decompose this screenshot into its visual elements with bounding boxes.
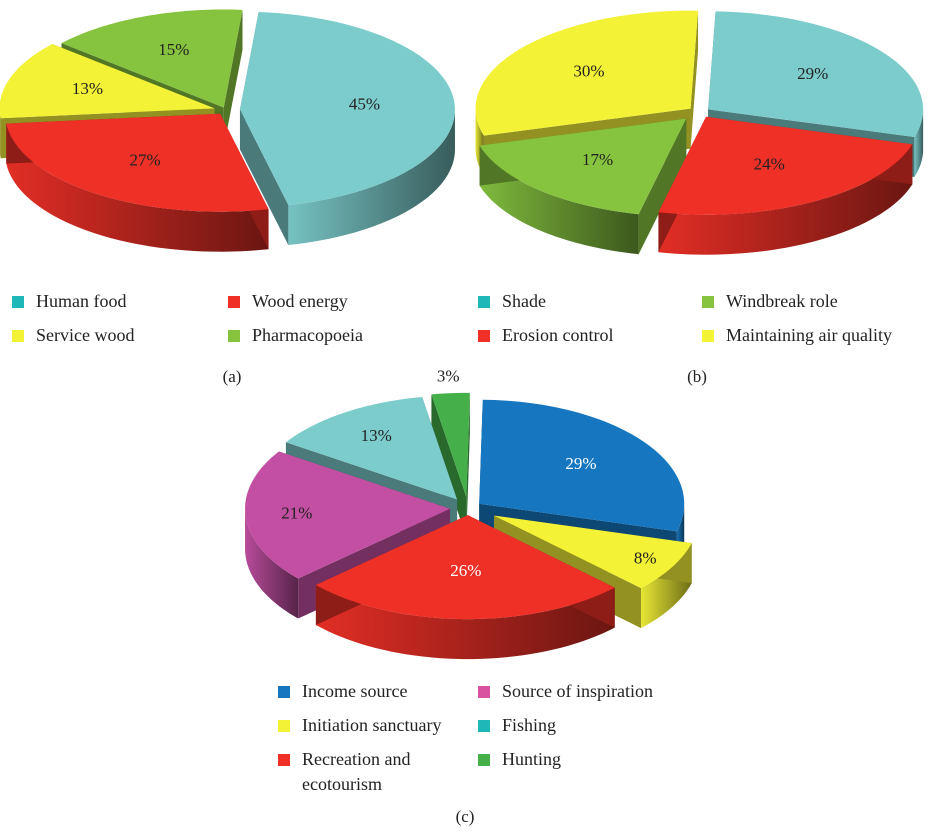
slice-label: 26% [450,561,481,580]
pie-slice-wall [479,145,639,255]
pie-slice-wall [288,109,455,246]
pie-chart-b: 29% 24% 17% 30% [475,10,924,255]
legend-swatch [12,330,24,342]
slice-label: 29% [565,454,596,473]
caption-b: (b) [687,367,707,386]
legend-label: Source of inspiration [502,681,653,701]
legend-label: Hunting [502,749,561,769]
legend-swatch [278,686,290,698]
pie-slice-wall [6,123,269,252]
legend-c: Income source Source of inspiration Initia… [278,681,653,794]
legend-swatch [478,330,490,342]
legend-label: Erosion control [502,325,613,345]
slice-label: 45% [349,95,380,114]
pie-slice-side [431,394,467,537]
legend-swatch [702,296,714,308]
slice-label: 3% [437,367,460,386]
slice-label: 8% [634,548,657,567]
legend-label: Maintaining air quality [726,325,892,345]
legend-swatch [478,296,490,308]
caption-a: (a) [223,367,242,386]
pie-slice-erosion-control [658,116,913,215]
legend-label: Income source [302,681,407,701]
pie-slice-recreation-and-ecotourism [315,515,615,620]
slice-label: 15% [158,40,189,59]
legend-swatch [702,330,714,342]
slice-label: 30% [573,61,604,80]
pie-slice-fishing [285,397,458,500]
pie-slice-hunting [431,392,470,497]
pie-slice-human-food [239,11,455,206]
pie-slice-service-wood [0,44,215,119]
pie-slice-wall [245,508,299,619]
slice-label: 13% [361,426,392,445]
legend-swatch [12,296,24,308]
legend-swatch [278,720,290,732]
slice-label: 13% [72,79,103,98]
pie-slice-source-of-inspiration [245,451,451,579]
pie-slice-side [239,109,289,246]
legend-swatch [228,330,240,342]
legend-label: Windbreak role [726,291,838,311]
legend-swatch [478,686,490,698]
legend-label: Initiation sanctuary [302,715,441,735]
slice-label: 24% [754,155,785,174]
legend-label: Wood energy [252,291,348,311]
legend-swatch [278,754,290,766]
slice-label: 17% [582,150,613,169]
legend-label: Recreation and [302,749,410,769]
legend-b: Shade Windbreak role Erosion control Mainta… [478,291,892,345]
legend-label: Human food [36,291,126,311]
pie-chart-c: 29% 8% 26% 21% 13% 3% [245,367,692,660]
legend-label: Service wood [36,325,134,345]
legend-label: Fishing [502,715,556,735]
pie-slice-windbreak-role [479,118,687,215]
pie-slice-side [466,392,470,537]
legend-label: Shade [502,291,546,311]
legend-swatch [478,720,490,732]
pie-slice-shade [708,11,924,138]
legend-swatch [478,754,490,766]
slice-label: 27% [130,150,161,169]
pie-chart-a: 45% 27% 13% 15% [0,9,455,252]
legend-label-cont: ecotourism [302,774,382,794]
slice-label: 29% [797,64,828,83]
caption-c: (c) [456,807,475,826]
pie-slice-income-source [479,399,685,532]
pie-slice-wood-energy [6,113,269,212]
pie-slice-wall [658,144,913,255]
pie-slice-side [223,9,243,148]
pie-slice-wall [315,584,615,660]
legend-a: Human food Wood energy Service wood Pharmac… [12,291,363,345]
pie-slice-side [690,10,699,149]
pie-slice-initiation-sanctuary [494,515,692,589]
pie-slice-pharmacopoeia [61,9,243,108]
pie-slice-wall [914,109,924,177]
pie-slice-wall [0,114,1,159]
legend-swatch [228,296,240,308]
pie-slice-maintaining-air-quality [475,10,699,136]
slice-label: 21% [281,504,312,523]
legend-label: Pharmacopoeia [252,325,363,345]
